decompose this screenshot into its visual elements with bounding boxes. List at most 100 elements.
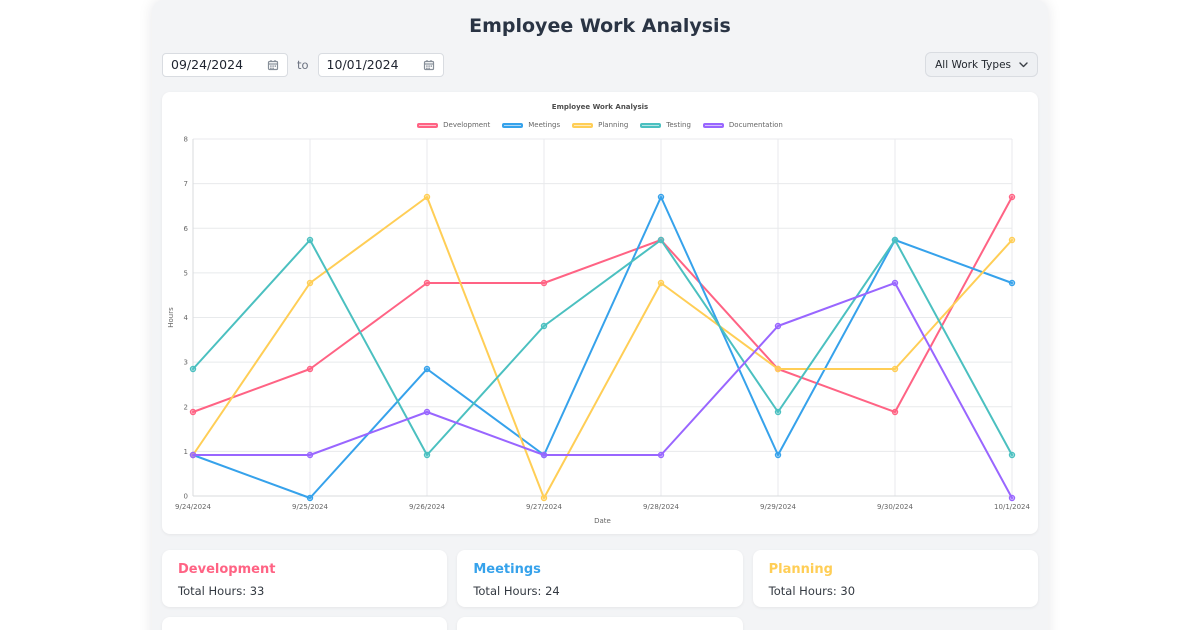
end-date-value: 10/01/2024 <box>326 57 399 72</box>
data-point-documentation <box>1008 494 1016 502</box>
end-date-input[interactable]: 10/01/2024 <box>317 52 444 77</box>
work-type-select[interactable]: All Work Types <box>925 52 1038 77</box>
line-meetings <box>192 196 1013 499</box>
axis-label: 1 <box>184 448 188 456</box>
to-label: to <box>297 57 309 72</box>
axis-label: 4 <box>184 314 189 322</box>
chevron-down-icon <box>1019 61 1028 67</box>
data-point-meetings <box>306 494 314 502</box>
card-total-hours: Total Hours: 33 <box>178 584 265 598</box>
data-point-testing <box>423 451 431 459</box>
legend-label: Development <box>443 121 491 129</box>
data-point-meetings <box>423 365 431 373</box>
data-point-testing <box>306 236 314 244</box>
data-point-planning <box>306 279 314 287</box>
start-date-input[interactable]: 09/24/2024 <box>162 52 288 77</box>
chart-card: Employee Work Analysis Development Meetin… <box>162 92 1038 534</box>
legend-label: Documentation <box>728 121 783 129</box>
legend-item-testing[interactable]: Testing <box>640 121 691 129</box>
legend-swatch <box>702 122 724 128</box>
data-point-planning <box>540 494 548 502</box>
calendar-icon[interactable] <box>423 59 435 71</box>
axis-label: Date <box>594 517 611 525</box>
summary-card-development: Development Total Hours: 33 <box>162 550 448 607</box>
data-point-documentation <box>774 322 782 330</box>
card-title: Planning <box>768 562 833 577</box>
data-point-planning <box>891 365 899 373</box>
axis-label: 2 <box>184 403 188 411</box>
legend-swatch <box>417 122 439 128</box>
axis-label: 8 <box>184 136 188 144</box>
summary-card-meetings: Meetings Total Hours: 24 <box>457 550 743 607</box>
legend-swatch <box>640 122 662 128</box>
data-point-development <box>540 279 548 287</box>
summary-card-planning: Planning Total Hours: 30 <box>752 550 1038 607</box>
line-development <box>192 196 1013 413</box>
legend-swatch <box>572 122 594 128</box>
data-point-meetings <box>1008 279 1016 287</box>
line-documentation <box>192 282 1013 499</box>
legend-label: Testing <box>666 121 691 129</box>
axis-label: Hours <box>167 307 175 328</box>
dashboard-container: Employee Work Analysis 09/24/2024 to 10/… <box>152 0 1048 630</box>
chart-legend: Development Meetings Planning Testing Docume… <box>162 121 1038 129</box>
axis-label: 0 <box>184 493 188 501</box>
card-title: Development <box>178 562 276 577</box>
legend-item-meetings[interactable]: Meetings <box>502 121 560 129</box>
data-point-development <box>423 279 431 287</box>
data-point-planning <box>1008 236 1016 244</box>
line-planning <box>192 196 1013 499</box>
data-point-documentation <box>189 451 197 459</box>
data-point-development <box>189 408 197 416</box>
axis-label: 5 <box>184 269 188 277</box>
legend-item-planning[interactable]: Planning <box>572 121 628 129</box>
axis-label: 10/1/2024 <box>994 503 1030 511</box>
data-point-testing <box>189 365 197 373</box>
axis-label: 3 <box>184 359 188 367</box>
data-point-documentation <box>891 279 899 287</box>
legend-label: Planning <box>598 121 629 129</box>
axis-label: 9/28/2024 <box>643 503 679 511</box>
start-date-value: 09/24/2024 <box>171 57 244 72</box>
axis-label: 9/24/2024 <box>175 503 211 511</box>
data-point-planning <box>774 365 782 373</box>
data-point-documentation <box>306 451 314 459</box>
axis-label: 9/27/2024 <box>526 503 562 511</box>
legend-label: Meetings <box>528 121 561 129</box>
data-point-planning <box>423 193 431 201</box>
data-point-development <box>1008 193 1016 201</box>
data-point-testing <box>1008 451 1016 459</box>
summary-cards-grid: Development Total Hours: 33 Meetings Tot… <box>162 550 1038 630</box>
data-point-development <box>306 365 314 373</box>
legend-item-development[interactable]: Development <box>417 121 490 129</box>
chart-title: Employee Work Analysis <box>551 103 649 111</box>
summary-card-testing: Testing <box>162 617 448 630</box>
data-point-documentation <box>540 451 548 459</box>
calendar-icon[interactable] <box>267 59 279 71</box>
data-point-testing <box>774 408 782 416</box>
axis-label: 6 <box>184 225 189 233</box>
data-point-testing <box>891 236 899 244</box>
data-point-development <box>891 408 899 416</box>
data-point-meetings <box>657 193 665 201</box>
data-point-testing <box>657 236 665 244</box>
data-point-testing <box>540 322 548 330</box>
axis-label: 9/30/2024 <box>877 503 913 511</box>
card-total-hours: Total Hours: 24 <box>473 584 560 598</box>
summary-card-documentation: Documentation <box>457 617 743 630</box>
data-point-documentation <box>657 451 665 459</box>
axis-label: 9/25/2024 <box>292 503 328 511</box>
card-total-hours: Total Hours: 30 <box>768 584 856 598</box>
controls-row: 09/24/2024 to 10/01/2024 <box>162 52 1038 77</box>
page-title: Employee Work Analysis <box>469 15 731 37</box>
card-title: Meetings <box>473 562 541 577</box>
data-point-planning <box>657 279 665 287</box>
legend-swatch <box>502 122 524 128</box>
axis-label: 9/29/2024 <box>760 503 796 511</box>
data-point-documentation <box>423 408 431 416</box>
work-type-selected-value: All Work Types <box>935 58 1011 71</box>
line-testing <box>192 239 1013 456</box>
axis-label: 9/26/2024 <box>409 503 445 511</box>
legend-item-documentation[interactable]: Documentation <box>702 121 783 129</box>
axis-label: 7 <box>184 180 188 188</box>
